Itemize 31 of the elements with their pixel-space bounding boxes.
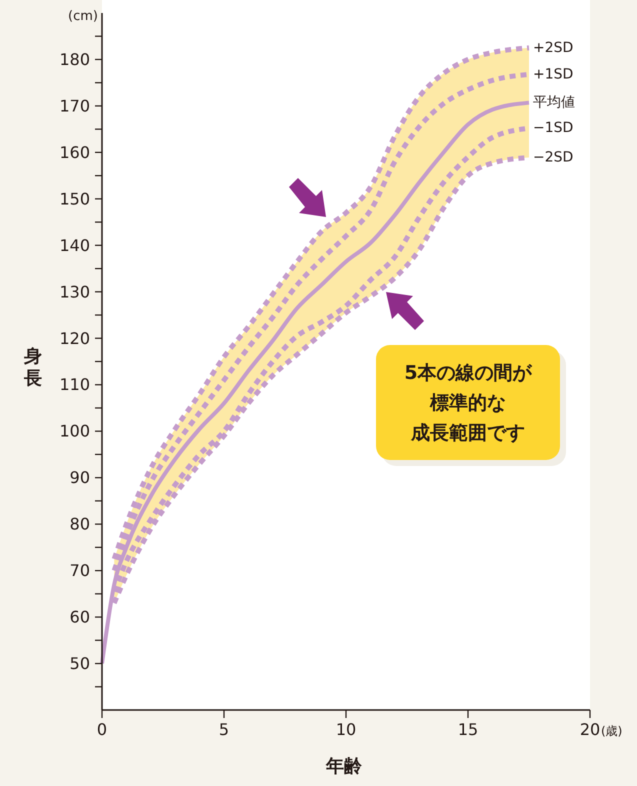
- y-tick-label: 100: [59, 422, 90, 441]
- x-tick-label: 15: [458, 720, 478, 739]
- text: (歳): [601, 724, 622, 738]
- series-label: −2SD: [533, 150, 574, 166]
- y-tick-label: 110: [59, 375, 90, 394]
- y-tick-label: 160: [59, 142, 90, 162]
- x-tick-label: 20: [580, 720, 600, 739]
- y-tick-label: 80: [70, 514, 90, 534]
- annotation: 5本の線の間が: [404, 362, 533, 384]
- y-tick-label: 130: [59, 282, 90, 302]
- y-axis-title: 身長: [23, 346, 42, 389]
- y-tick-label: 70: [70, 561, 90, 580]
- y-tick-label: 50: [70, 654, 90, 674]
- y-tick-label: 90: [70, 468, 90, 488]
- y-tick-label: 170: [59, 96, 90, 116]
- series-label: +1SD: [533, 66, 574, 82]
- series-label: 平均値: [533, 94, 575, 111]
- x-tick-label: 0: [96, 720, 108, 739]
- series-label: +2SD: [533, 40, 574, 56]
- y-tick-label: 140: [59, 236, 90, 255]
- x-tick-label: 10: [336, 720, 356, 739]
- text: (cm): [68, 9, 98, 24]
- y-tick-label: 120: [59, 328, 90, 348]
- y-tick-label: 60: [70, 608, 90, 627]
- series-label: −1SD: [533, 120, 574, 136]
- y-tick-label: 150: [59, 189, 90, 208]
- annotation: 成長範囲です: [410, 422, 525, 444]
- x-tick-label: 5: [218, 720, 230, 739]
- x-axis-title: 年齢: [325, 756, 363, 777]
- annotation: 標準的な: [429, 392, 506, 414]
- y-tick-label: 180: [59, 50, 90, 69]
